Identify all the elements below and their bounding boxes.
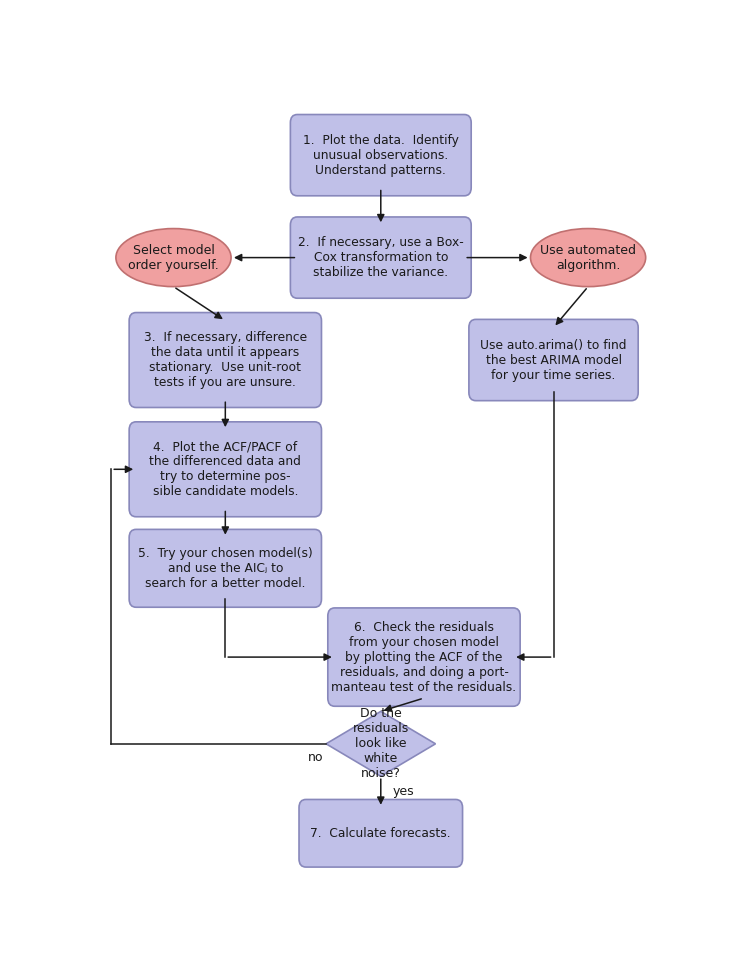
Text: no: no [308,751,323,763]
Text: 5.  Try your chosen model(s)
and use the AICⱼ to
search for a better model.: 5. Try your chosen model(s) and use the … [138,547,313,590]
FancyBboxPatch shape [129,421,322,516]
Text: 2.  If necessary, use a Box-
Cox transformation to
stabilize the variance.: 2. If necessary, use a Box- Cox transfor… [298,236,464,279]
FancyBboxPatch shape [291,217,471,298]
Text: 6.  Check the residuals
from your chosen model
by plotting the ACF of the
residu: 6. Check the residuals from your chosen … [331,620,516,694]
Ellipse shape [116,228,231,286]
FancyBboxPatch shape [129,313,322,408]
FancyBboxPatch shape [291,115,471,196]
Text: Use automated
algorithm.: Use automated algorithm. [540,244,636,271]
Text: yes: yes [392,785,414,799]
Text: Select model
order yourself.: Select model order yourself. [128,244,219,271]
FancyBboxPatch shape [129,529,322,608]
FancyBboxPatch shape [469,319,638,401]
FancyBboxPatch shape [299,800,463,867]
Text: 3.  If necessary, difference
the data until it appears
stationary.  Use unit-roo: 3. If necessary, difference the data unt… [143,331,307,389]
FancyBboxPatch shape [328,608,520,707]
Text: 4.  Plot the ACF/PACF of
the differenced data and
try to determine pos-
sible ca: 4. Plot the ACF/PACF of the differenced … [149,440,301,498]
Text: Do the
residuals
look like
white
noise?: Do the residuals look like white noise? [353,708,409,780]
Polygon shape [326,711,435,776]
Text: 1.  Plot the data.  Identify
unusual observations.
Understand patterns.: 1. Plot the data. Identify unusual obser… [303,133,458,176]
Text: Use auto.arima() to find
the best ARIMA model
for your time series.: Use auto.arima() to find the best ARIMA … [480,338,627,381]
Text: 7.  Calculate forecasts.: 7. Calculate forecasts. [311,827,451,840]
Ellipse shape [531,228,646,286]
